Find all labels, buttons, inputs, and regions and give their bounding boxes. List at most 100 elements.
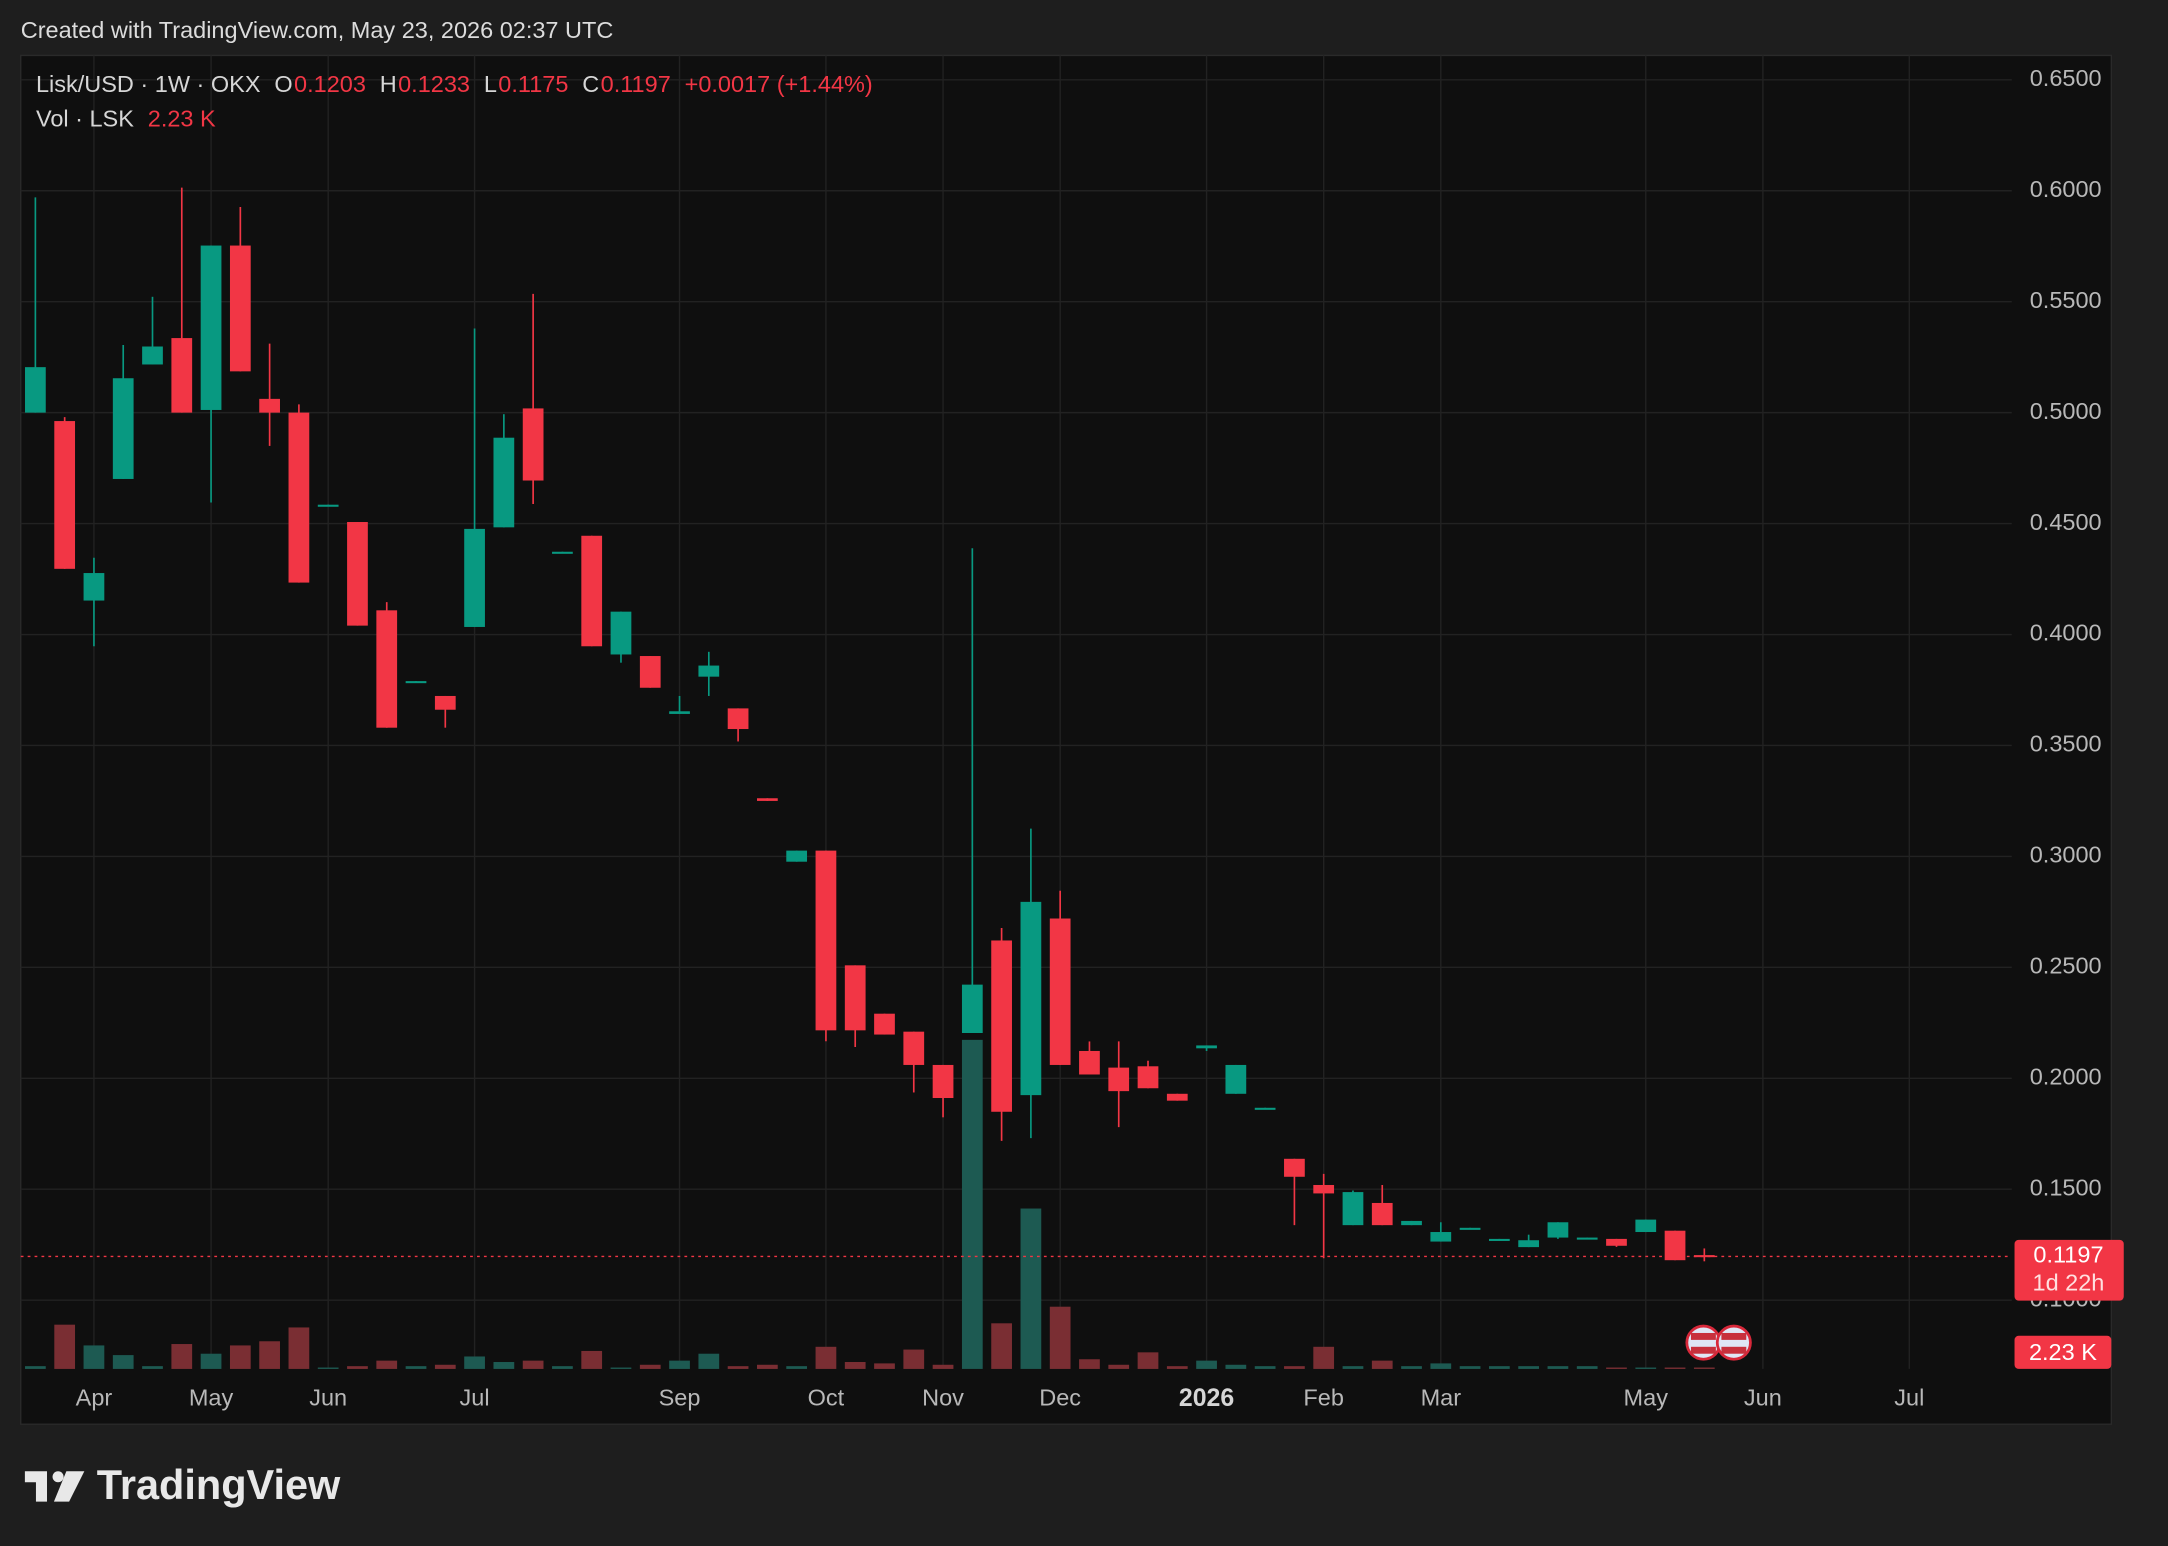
volume-bar (1518, 1366, 1540, 1369)
y-tick-label: 0.6500 (2030, 65, 2102, 91)
volume-bar (171, 1344, 193, 1369)
candle-body (1664, 1230, 1686, 1261)
volume-bar (610, 1367, 632, 1369)
event-flag (1685, 1324, 1722, 1361)
volume-bar (1196, 1360, 1217, 1369)
candle-body (1606, 1238, 1627, 1246)
volume-bar (493, 1362, 515, 1369)
legend-item: H (380, 71, 397, 97)
x-tick-label: Dec (1039, 1385, 1081, 1411)
legend-item: 0.1175 (498, 71, 568, 97)
candle-body (874, 1013, 895, 1035)
volume-bar (1635, 1367, 1657, 1369)
candle-body (1254, 1107, 1276, 1110)
candle-body (288, 412, 310, 583)
volume-bar (1108, 1364, 1130, 1369)
legend-item: 0.1233 (398, 71, 470, 97)
candle-body (815, 850, 837, 1031)
volume-bar (142, 1366, 163, 1369)
legend: Lisk/USD · 1W · OKX O0.1203 H0.1233 L0.1175… (36, 71, 873, 97)
legend-item: 0.1197 (601, 71, 671, 97)
candle-body (405, 681, 427, 684)
volume-bar (1459, 1366, 1481, 1369)
volume-bar (1371, 1360, 1393, 1369)
legend-item: 2.23 K (148, 106, 216, 132)
candle-body (639, 656, 661, 688)
volume-bar (1576, 1366, 1598, 1369)
candle-body (903, 1031, 925, 1065)
y-tick-label: 0.5500 (2030, 287, 2102, 313)
candle-body (1576, 1237, 1598, 1240)
candle-body (786, 850, 808, 862)
legend-item: Lisk/USD · 1W · OKX (36, 71, 261, 97)
volume-bar (434, 1364, 456, 1369)
candle-body (1488, 1238, 1510, 1241)
candle-body (698, 665, 720, 677)
volume-bar (932, 1364, 954, 1369)
volume-bar (112, 1355, 134, 1369)
candle-body (1635, 1219, 1657, 1233)
volume-bar (1284, 1366, 1305, 1369)
volume-bar (669, 1360, 690, 1369)
y-tick-label: 0.3500 (2030, 731, 2102, 757)
x-tick-label: Nov (922, 1385, 964, 1411)
created-note: Created with TradingView.com, May 23, 20… (21, 17, 614, 43)
x-tick-label: Jun (1744, 1385, 1782, 1411)
volume-bar (1254, 1366, 1276, 1369)
candle-body (1459, 1227, 1481, 1230)
event-flag (1721, 1346, 1747, 1354)
volume-bar (1664, 1367, 1686, 1369)
footer-logo: TradingView (24, 1461, 341, 1508)
legend-item: Vol · LSK (36, 106, 134, 132)
candle-body (522, 408, 544, 481)
y-tick-label: 0.5000 (2030, 398, 2102, 424)
chart-pane (20, 54, 2113, 1425)
volume-bar (1488, 1366, 1510, 1369)
x-tick-label: Oct (808, 1385, 845, 1411)
volume-bar (1693, 1367, 1715, 1369)
volume-bar (1137, 1352, 1159, 1369)
candle-body (464, 528, 485, 627)
volume-bar (844, 1362, 866, 1369)
candle-body (1371, 1202, 1393, 1226)
countdown: 1d 22h (2033, 1269, 2105, 1295)
x-tick-label: 2026 (1179, 1384, 1234, 1412)
candle-body (347, 522, 368, 626)
x-tick-label: Sep (659, 1385, 701, 1411)
y-tick-label: 0.4500 (2030, 509, 2102, 535)
volume-bar (54, 1324, 76, 1369)
candle-body (669, 711, 690, 714)
x-tick-label: Jun (309, 1385, 347, 1411)
y-tick-label: 0.1500 (2030, 1174, 2102, 1200)
x-tick-label: Mar (1421, 1385, 1462, 1411)
candle-body (844, 965, 866, 1031)
candle-body (229, 245, 251, 372)
overlay: 0.10000.15000.20000.25000.30000.35000.40… (20, 65, 2124, 1412)
logo-mark (52, 1471, 64, 1483)
candle-body (25, 367, 46, 413)
candle-body (142, 346, 163, 365)
candle-body (1342, 1192, 1364, 1226)
candle-body (1108, 1067, 1130, 1092)
candle-body (54, 421, 76, 569)
volume-bar (991, 1323, 1012, 1369)
price-tag (2014, 1239, 2124, 1301)
volume-bar (815, 1346, 837, 1369)
candle-body (1547, 1222, 1569, 1238)
candle-body (932, 1064, 954, 1099)
candle-body (757, 798, 778, 801)
y-tick-label: 0.6000 (2030, 176, 2102, 202)
volume-bar (229, 1345, 251, 1369)
event-flag (1721, 1332, 1747, 1340)
x-tick-label: May (1624, 1385, 1669, 1411)
event-flag (1690, 1332, 1716, 1340)
volume-bar (1606, 1367, 1627, 1369)
y-tick-label: 0.3000 (2030, 842, 2102, 868)
candle-body (112, 378, 134, 479)
brand: TradingView (97, 1461, 341, 1508)
volume-bar (347, 1366, 368, 1369)
legend-item: +0.0017 (+1.44%) (685, 71, 873, 97)
candle-body (1693, 1255, 1715, 1258)
legend-item: O (274, 71, 292, 97)
